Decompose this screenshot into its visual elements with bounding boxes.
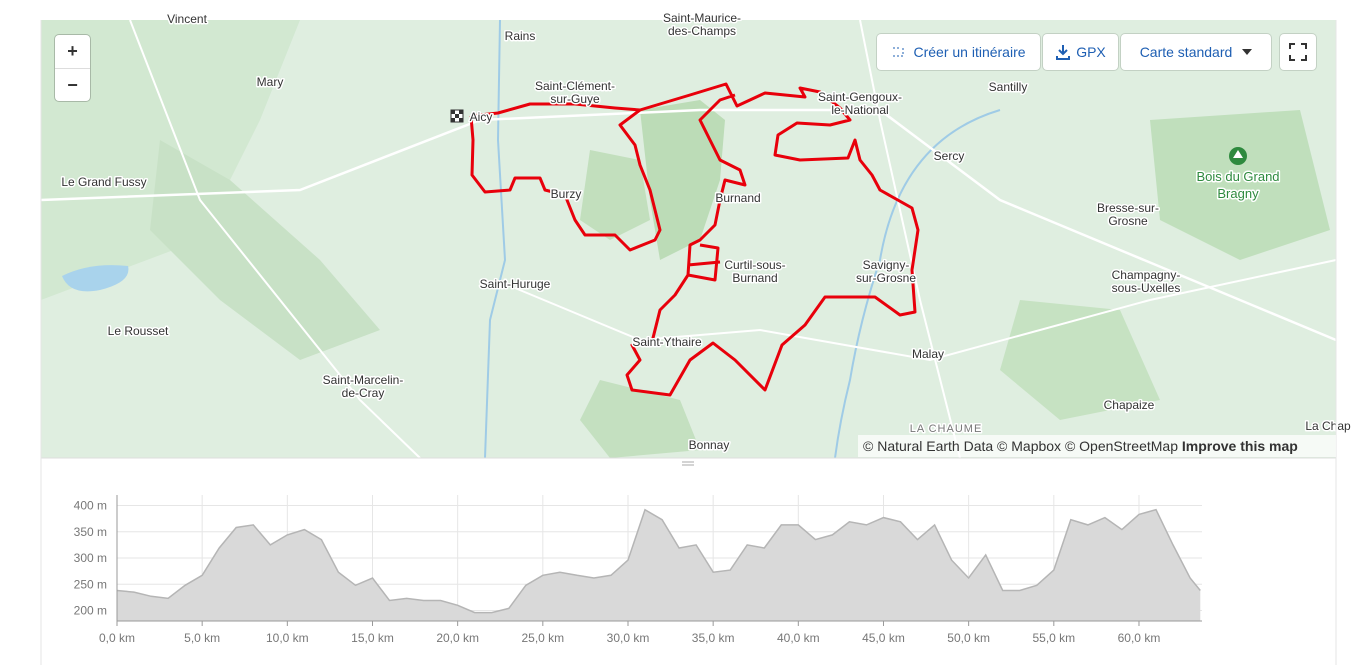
start-flag-pattern (451, 110, 463, 122)
x-tick-label: 15,0 km (351, 631, 394, 645)
lake (62, 265, 129, 292)
x-tick-label: 45,0 km (862, 631, 905, 645)
x-tick-label: 60,0 km (1118, 631, 1161, 645)
place-label: des-Champs (668, 24, 736, 38)
place-label: Saint-Maurice- (663, 11, 741, 25)
forest-icon-tree (1233, 150, 1243, 158)
forest (580, 380, 700, 458)
place-label: Le Grand Fussy (61, 175, 146, 189)
y-tick-label: 400 m (74, 499, 107, 513)
forest (580, 150, 650, 240)
x-tick-label: 35,0 km (692, 631, 735, 645)
place-label: Le Rousset (108, 324, 169, 338)
place-label: Bresse-sur- (1097, 201, 1159, 215)
caret (1242, 49, 1253, 55)
elevation-area (117, 509, 1201, 621)
place-label: Burnand (732, 271, 777, 285)
x-tick-label: 0,0 km (99, 631, 135, 645)
zoom-control: + − (55, 35, 90, 101)
y-tick-label: 350 m (74, 525, 107, 539)
route (469, 82, 920, 397)
place-label: Saint-Marcelin- (323, 373, 404, 387)
elevation-line (116, 508, 1201, 614)
road (129, 19, 421, 459)
zoom-out[interactable]: − (67, 75, 78, 95)
y-tick-label: 250 m (74, 577, 107, 591)
road (859, 19, 961, 459)
place-label: Saint-Ythaire (632, 335, 702, 349)
place-label: de-Cray (342, 386, 385, 400)
place-label: sur-Guye (550, 92, 600, 106)
y-tick-label: 300 m (74, 551, 107, 565)
attribution-text: © Natural Earth Data © Mapbox © OpenStre… (863, 438, 1178, 454)
x-tick-label: 10,0 km (266, 631, 309, 645)
place-label: Bonnay (689, 438, 730, 452)
download-icon (1056, 45, 1071, 60)
forest (1150, 110, 1330, 260)
place-label: Saint-Huruge (480, 277, 551, 291)
place-label: sous-Uxelles (1112, 281, 1181, 295)
place-label: Grosne (1108, 214, 1148, 228)
road (514, 259, 1337, 362)
button-label: GPX (1076, 44, 1106, 60)
x-tick-label: 25,0 km (521, 631, 564, 645)
place-label: LA CHAUME (910, 423, 983, 435)
place-label: sur-Grosne (856, 271, 916, 285)
forest (640, 100, 725, 260)
zoom-in[interactable]: + (55, 35, 90, 69)
place-label: Sercy (934, 149, 965, 163)
route-icon (893, 47, 906, 57)
place-label: Rains (505, 29, 536, 43)
place-label: Chapaize (1104, 398, 1155, 412)
place-labels: Vincent Rains Saint-Maurice-des-Champs Mary… (60, 10, 1353, 454)
terrain (150, 140, 380, 360)
place-label: Malay (912, 347, 944, 361)
x-tick-label: 40,0 km (777, 631, 820, 645)
button-label: Carte standard (1139, 44, 1233, 60)
resize-handle[interactable] (682, 461, 694, 466)
road (40, 108, 1337, 342)
map: Vincent Rains Saint-Maurice-des-Champs Mary… (40, 10, 1353, 459)
place-label: Saint-Gengoux- (818, 90, 902, 104)
x-tick-label: 55,0 km (1032, 631, 1075, 645)
place-label: Burzy (551, 187, 582, 201)
improve-map-link[interactable]: Improve this map (1181, 438, 1298, 454)
y-tick-label: 200 m (74, 604, 107, 618)
place-label: Saint-Clément- (535, 79, 615, 93)
x-tick-label: 5,0 km (184, 631, 220, 645)
forest-label: Bragny (1217, 186, 1259, 201)
fullscreen-icon (1289, 43, 1307, 61)
x-tick-label: 30,0 km (607, 631, 650, 645)
place-label: Savigny- (863, 258, 910, 272)
map-style-dropdown[interactable]: Carte standard (1121, 34, 1271, 70)
create-route-button[interactable]: Créer un itinéraire (877, 34, 1040, 70)
place-label: Vincent (167, 12, 207, 26)
place-label: Champagny- (1112, 268, 1181, 282)
fullscreen-button[interactable] (1280, 34, 1316, 70)
gpx-button[interactable]: GPX (1043, 34, 1118, 70)
place-label: La Chap (1305, 419, 1351, 433)
attribution: © Natural Earth Data © Mapbox © OpenStre… (858, 435, 1336, 457)
place-label: Aicy (470, 110, 493, 124)
x-tick-label: 20,0 km (436, 631, 479, 645)
place-label: Mary (257, 75, 284, 89)
x-tick-label: 50,0 km (947, 631, 990, 645)
place-label: Santilly (989, 80, 1028, 94)
elevation-chart: 200 m 250 m 300 m 350 m 400 m 0,0 km 5,0 km 10,… (74, 495, 1202, 645)
river (484, 19, 507, 459)
place-label: Curtil-sous- (724, 258, 785, 272)
place-label: Burnand (715, 191, 760, 205)
forest-label: Bois du Grand (1196, 169, 1279, 184)
button-label: Créer un itinéraire (913, 44, 1026, 60)
place-label: le-National (831, 103, 888, 117)
